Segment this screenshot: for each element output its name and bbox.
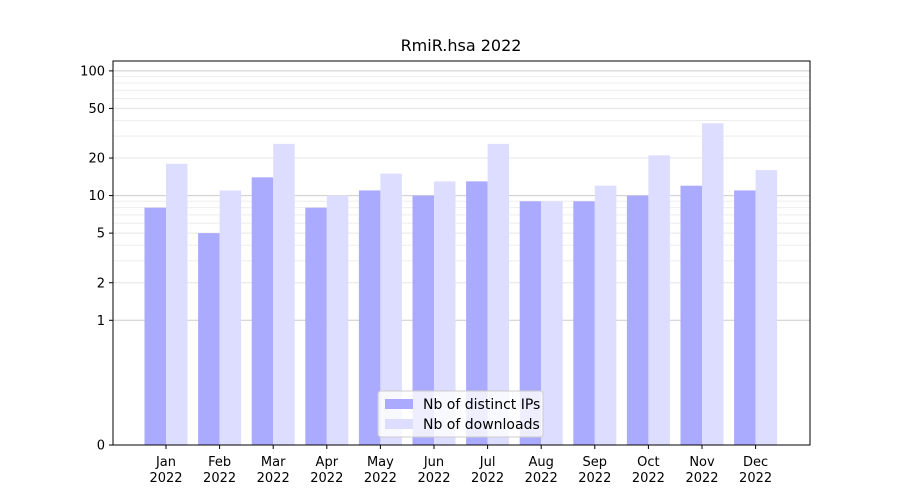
- bar-distinct-ips: [626, 195, 649, 445]
- x-tick-label: Jan 2022: [149, 455, 182, 486]
- bar-distinct-ips: [412, 195, 434, 445]
- bar-distinct-ips: [466, 181, 488, 445]
- y-tick-label: 100: [80, 64, 105, 79]
- bar-downloads: [326, 195, 349, 445]
- bar-distinct-ips: [251, 177, 274, 445]
- bar-downloads: [702, 123, 724, 446]
- legend-box: [377, 390, 544, 438]
- y-tick-label: 10: [88, 189, 105, 204]
- bar-distinct-ips: [519, 201, 542, 445]
- y-tick-label: 5: [97, 227, 105, 242]
- axes: Jan 2022 Feb 2022 Mar 2022 Apr 2022 May 2022 Jun 20…: [80, 60, 811, 486]
- legend: Nb of distinct IPs Nb of downloads: [377, 390, 544, 438]
- x-tick-label: Feb 2022: [203, 455, 236, 486]
- bar-distinct-ips: [144, 207, 166, 445]
- x-tick-label: Jul 2022: [471, 455, 504, 486]
- x-tick-label: Mar 2022: [257, 455, 290, 486]
- bar-distinct-ips: [305, 207, 327, 445]
- bar-distinct-ips: [680, 185, 702, 445]
- legend-label: Nb of distinct IPs: [423, 397, 540, 413]
- legend-label: Nb of downloads: [423, 417, 540, 433]
- x-tick-label: Jun 2022: [417, 455, 450, 486]
- bar-downloads: [594, 185, 617, 445]
- y-tick-label: 20: [88, 152, 105, 167]
- bars: [144, 123, 778, 446]
- bar-downloads: [219, 190, 242, 445]
- x-tick-label: Apr 2022: [310, 455, 343, 486]
- bar-downloads: [166, 163, 188, 445]
- bar-downloads: [648, 155, 670, 445]
- bar-distinct-ips: [198, 233, 220, 445]
- bar-downloads: [487, 143, 510, 446]
- bar-distinct-ips: [573, 201, 595, 445]
- x-tick-label: Oct 2022: [632, 455, 665, 486]
- legend-swatch: [385, 399, 413, 409]
- bar-downloads: [434, 181, 456, 445]
- plot-frame: [112, 60, 811, 446]
- y-tick-label: 2: [97, 276, 105, 291]
- y-tick-label: 50: [88, 102, 105, 117]
- bar-downloads: [755, 170, 778, 445]
- legend-swatch: [385, 419, 413, 429]
- bar-downloads: [380, 173, 402, 445]
- bar-downloads: [541, 201, 563, 445]
- x-tick-label: Sep 2022: [578, 455, 611, 486]
- y-tick-label: 0: [97, 439, 105, 454]
- bar-downloads: [273, 143, 295, 446]
- x-tick-label: Dec 2022: [739, 455, 772, 486]
- x-tick-label: Aug 2022: [525, 455, 558, 486]
- chart-title: RmiR.hsa 2022: [401, 36, 522, 55]
- x-tick-label: May 2022: [364, 455, 397, 486]
- bar-distinct-ips: [358, 190, 381, 445]
- x-tick-label: Nov 2022: [685, 455, 718, 486]
- y-tick-label: 1: [97, 314, 105, 329]
- bar-distinct-ips: [734, 190, 756, 445]
